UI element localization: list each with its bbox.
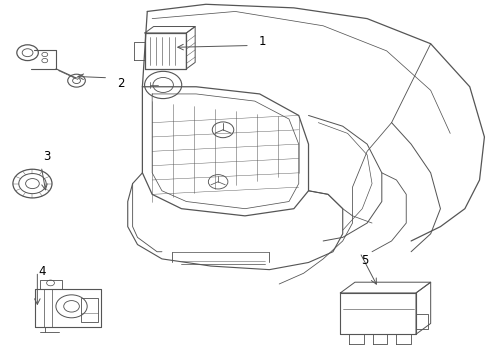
Text: 1: 1 bbox=[258, 35, 266, 49]
Text: 4: 4 bbox=[39, 265, 46, 278]
Text: 5: 5 bbox=[361, 254, 368, 267]
Text: 2: 2 bbox=[117, 77, 124, 90]
Bar bbox=[81, 298, 98, 321]
Text: 3: 3 bbox=[44, 150, 51, 163]
